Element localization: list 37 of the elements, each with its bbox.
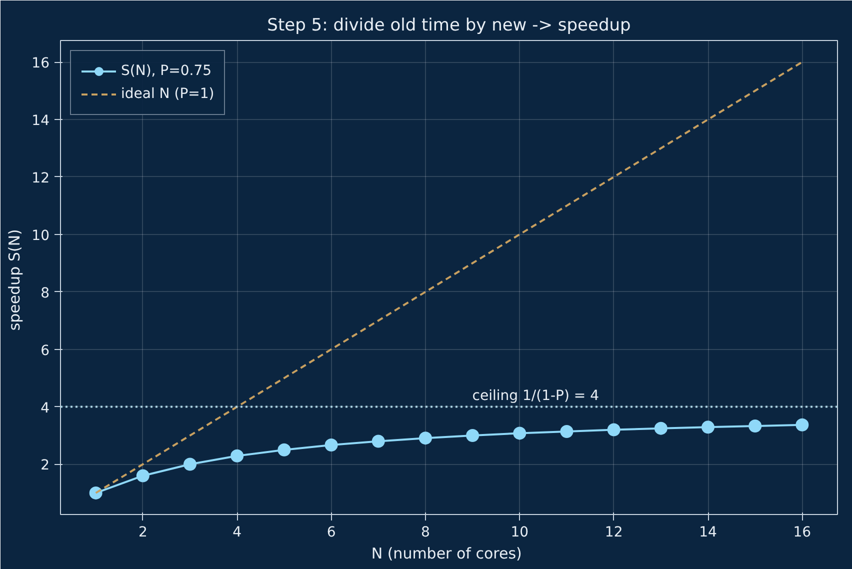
x-tick-label: 4	[232, 524, 242, 540]
point	[748, 420, 762, 433]
point	[184, 458, 196, 471]
point	[418, 432, 432, 445]
y-axis-title: speedup S(N)	[6, 229, 24, 331]
y-tick-label: 14	[32, 113, 50, 129]
x-tick-label: 14	[699, 524, 717, 540]
y-tick-label: 16	[32, 56, 50, 72]
x-tick-label: 8	[421, 524, 430, 540]
x-axis-title: N (number of cores)	[371, 544, 522, 562]
x-tick-label: 10	[510, 524, 529, 540]
y-tick-label: 2	[40, 458, 50, 474]
y-tick-label: 6	[40, 342, 50, 359]
x-tick-label: 6	[326, 524, 336, 540]
x-tick-label: 12	[604, 524, 623, 540]
point	[796, 418, 809, 432]
point	[607, 423, 620, 436]
point	[513, 426, 526, 440]
point	[278, 443, 291, 456]
point	[230, 449, 244, 462]
point	[702, 420, 714, 434]
point	[466, 429, 480, 442]
ref-line-label: ceiling 1/(1-P) = 4	[472, 388, 600, 404]
y-tick-label: 4	[40, 400, 50, 416]
y-tick-label: 8	[40, 285, 50, 302]
y-tick-label: 10	[32, 228, 50, 244]
legend-label: S(N), P=0.75	[121, 63, 212, 79]
point	[372, 434, 385, 448]
point	[654, 422, 668, 435]
x-tick-label: 2	[138, 524, 148, 540]
point	[324, 438, 338, 452]
point	[560, 424, 574, 438]
y-tick-label: 12	[32, 170, 50, 186]
legend-label: ideal N (P=1)	[121, 86, 214, 102]
x-tick-label: 16	[793, 524, 812, 540]
point	[136, 469, 150, 482]
chart-title: Step 5: divide old time by new -> speedup	[267, 16, 631, 36]
